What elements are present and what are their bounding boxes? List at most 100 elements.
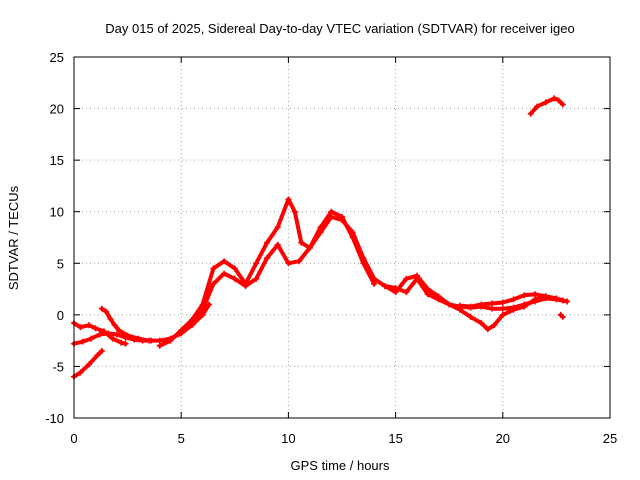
series-line <box>189 209 377 328</box>
data-point <box>478 320 485 327</box>
data-point <box>456 302 463 309</box>
data-point <box>274 241 281 248</box>
data-point <box>107 315 114 322</box>
data-point <box>484 326 491 333</box>
grid-lines <box>74 57 610 418</box>
data-point <box>253 275 260 282</box>
y-axis-label: SDTVAR / TECUs <box>6 185 21 290</box>
data-point <box>88 335 95 342</box>
y-tick-label: 0 <box>57 308 64 323</box>
data-point <box>403 289 410 296</box>
y-tick-label: 20 <box>50 102 64 117</box>
data-point <box>306 244 313 251</box>
y-tick-label: 15 <box>50 153 64 168</box>
data-point <box>135 335 142 342</box>
data-point <box>109 335 116 342</box>
data-point <box>221 258 228 265</box>
data-point <box>274 224 281 231</box>
data-point <box>188 322 195 329</box>
y-tick-label: 25 <box>50 50 64 65</box>
data-point <box>527 110 534 117</box>
x-tick-label: 15 <box>388 431 402 446</box>
data-point <box>559 297 566 304</box>
data-point <box>381 282 388 289</box>
data-point <box>403 275 410 282</box>
data-point <box>156 337 163 344</box>
data-point <box>210 265 217 272</box>
data-point <box>555 97 562 104</box>
data-point <box>101 328 108 335</box>
data-point <box>489 305 496 312</box>
y-tick-label: 10 <box>50 205 64 220</box>
data-point <box>317 224 324 231</box>
x-tick-label: 0 <box>70 431 77 446</box>
data-point <box>446 301 453 308</box>
data-point <box>349 234 356 241</box>
data-point <box>478 301 485 308</box>
data-point <box>564 298 571 305</box>
data-point <box>285 196 292 203</box>
data-point <box>253 260 260 267</box>
data-point <box>103 308 110 315</box>
x-tick-label: 20 <box>496 431 510 446</box>
data-point <box>113 331 120 338</box>
data-point <box>92 325 99 332</box>
data-point <box>531 291 538 298</box>
data-point <box>559 313 566 320</box>
x-tick-label: 25 <box>603 431 617 446</box>
data-point <box>531 296 538 303</box>
data-point <box>328 208 335 215</box>
data-point <box>242 282 249 289</box>
data-point <box>79 338 86 345</box>
data-point <box>98 347 105 354</box>
data-point <box>263 239 270 246</box>
series-arc-j <box>557 311 566 320</box>
data-point <box>424 286 431 293</box>
y-tick-label: -5 <box>52 359 64 374</box>
data-point <box>231 265 238 272</box>
data-point <box>499 311 506 318</box>
data-point <box>521 303 528 310</box>
data-point <box>559 101 566 108</box>
data-point <box>553 295 560 302</box>
data-point <box>499 299 506 306</box>
data-series <box>71 95 571 380</box>
data-point <box>206 301 213 308</box>
series-arc-h <box>456 291 566 310</box>
data-point <box>491 322 498 329</box>
data-point <box>510 306 517 313</box>
plot-frame <box>73 56 611 419</box>
data-point <box>77 369 84 376</box>
y-tick-label: 5 <box>57 256 64 271</box>
data-point <box>467 313 474 320</box>
x-tick-label: 5 <box>178 431 185 446</box>
data-point <box>392 289 399 296</box>
data-point <box>98 305 105 312</box>
data-point <box>231 275 238 282</box>
data-point <box>221 270 228 277</box>
data-point <box>285 260 292 267</box>
data-point <box>435 293 442 300</box>
data-point <box>124 332 131 339</box>
data-point <box>489 300 496 307</box>
data-point <box>339 213 345 220</box>
data-point <box>210 280 217 287</box>
data-point <box>298 239 305 246</box>
data-point <box>167 337 174 344</box>
data-point <box>86 361 93 368</box>
data-point <box>291 208 298 215</box>
data-point <box>146 337 153 344</box>
data-point <box>521 292 528 299</box>
x-axis-label: GPS time / hours <box>291 458 390 473</box>
data-point <box>96 331 103 338</box>
data-point <box>414 272 421 279</box>
series-arc-f <box>188 208 378 329</box>
data-point <box>111 322 118 329</box>
data-point <box>94 352 101 359</box>
data-point <box>542 99 549 106</box>
data-point <box>178 327 185 334</box>
data-point <box>371 280 378 287</box>
y-tick-label: -10 <box>45 411 64 426</box>
